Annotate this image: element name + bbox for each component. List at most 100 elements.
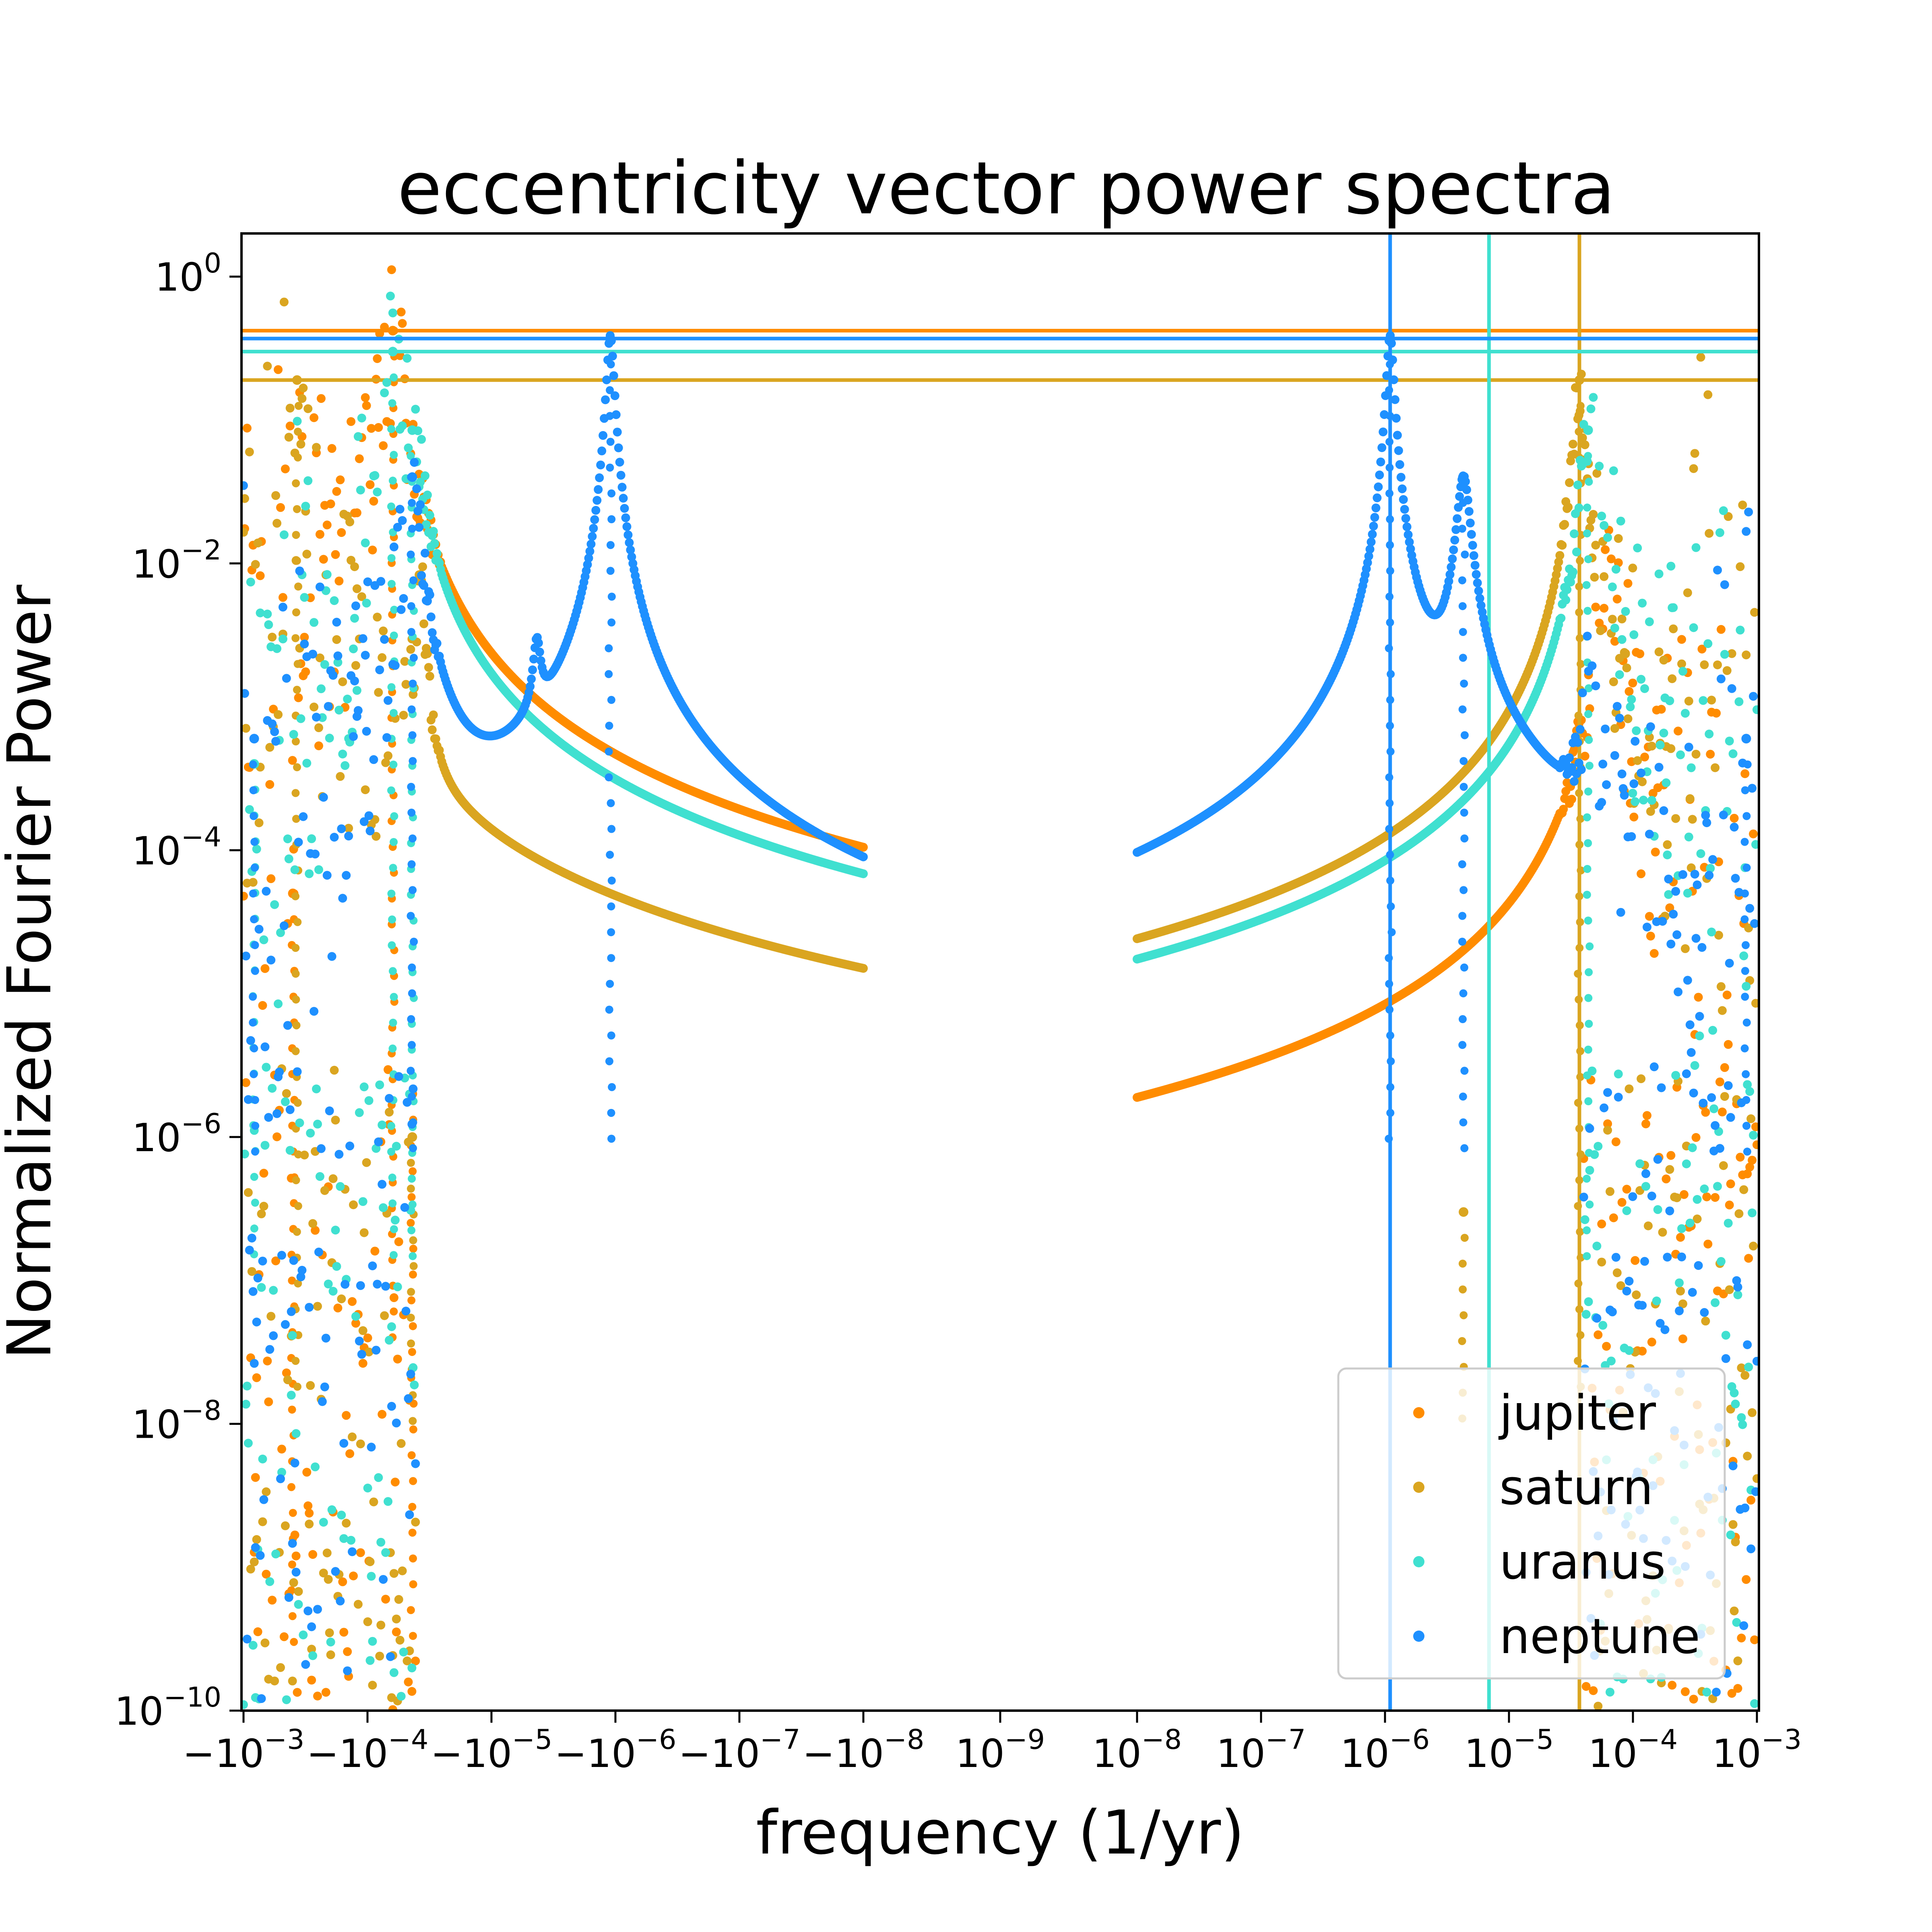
peak-point: [409, 1554, 417, 1563]
peak-point: [1460, 1067, 1469, 1075]
peak-point: [1585, 736, 1593, 744]
data-point: [1748, 1208, 1757, 1218]
data-point: [254, 925, 264, 934]
data-point: [1603, 1119, 1612, 1128]
data-point: [1715, 1077, 1725, 1086]
data-point: [1731, 1399, 1740, 1409]
data-point: [271, 737, 281, 746]
peak-point: [607, 592, 616, 601]
data-point: [1638, 1301, 1647, 1310]
data-point: [375, 1651, 384, 1661]
data-point: [257, 1283, 266, 1292]
data-point: [369, 497, 378, 506]
peak-point: [388, 399, 396, 407]
peak-point: [606, 463, 614, 472]
peak-point: [1458, 473, 1466, 481]
data-point: [432, 741, 442, 751]
data-point: [287, 1307, 296, 1316]
data-point: [1633, 756, 1642, 765]
peak-point: [388, 967, 397, 975]
data-point: [1699, 696, 1708, 705]
data-point: [339, 1628, 349, 1637]
data-point: [1705, 871, 1714, 880]
data-point: [357, 413, 366, 423]
data-point: [1701, 1317, 1710, 1326]
data-point: [1676, 1286, 1685, 1296]
y-tick-label: 10−2: [132, 535, 221, 587]
y-tick-label: 10−6: [132, 1108, 221, 1160]
data-point: [302, 549, 312, 559]
data-point: [359, 817, 369, 826]
data-point: [394, 1072, 403, 1081]
data-point: [314, 865, 323, 874]
peak-point: [407, 1313, 415, 1322]
data-point: [381, 1548, 390, 1557]
data-point: [343, 1666, 352, 1676]
data-point: [294, 838, 303, 847]
peak-point: [293, 453, 302, 462]
peak-point: [291, 1357, 300, 1365]
data-point: [1641, 1182, 1651, 1191]
data-point: [258, 1257, 267, 1266]
data-point: [358, 634, 367, 643]
data-point: [325, 1628, 334, 1637]
peak-point: [408, 1092, 416, 1101]
data-point: [270, 900, 279, 909]
data-point: [1706, 749, 1715, 759]
data-point: [384, 751, 393, 760]
data-point: [1574, 503, 1583, 512]
data-point: [289, 1256, 298, 1265]
data-point: [387, 1693, 396, 1702]
data-point: [252, 1317, 261, 1327]
data-point: [263, 361, 272, 371]
data-point: [295, 1118, 304, 1127]
peak-point: [293, 505, 301, 513]
data-point: [1737, 1633, 1746, 1643]
data-point: [1445, 570, 1455, 579]
data-point: [1595, 462, 1604, 471]
data-point: [385, 1094, 394, 1103]
data-point: [356, 1548, 365, 1557]
data-point: [365, 826, 375, 836]
data-point: [1647, 741, 1656, 751]
data-point: [401, 1307, 411, 1316]
peak-point: [1741, 889, 1749, 898]
data-point: [1597, 1219, 1606, 1228]
data-point: [1678, 870, 1688, 879]
y-tick-label: 10−10: [114, 1682, 221, 1734]
data-point: [1649, 949, 1659, 958]
data-point: [396, 1692, 406, 1701]
x-tick-label: 10−9: [956, 1724, 1045, 1776]
data-point: [1666, 1151, 1676, 1160]
data-point: [1639, 795, 1648, 805]
data-point: [381, 1282, 390, 1291]
peak-point: [249, 993, 257, 1001]
data-point: [1609, 677, 1618, 686]
data-point: [1726, 1113, 1735, 1122]
peak-point: [1583, 1071, 1591, 1080]
data-point: [386, 291, 395, 301]
data-point: [1738, 1420, 1747, 1429]
data-point: [1555, 551, 1565, 560]
data-point: [407, 1687, 417, 1696]
data-point: [303, 476, 313, 485]
data-point: [613, 427, 622, 437]
data-point: [1466, 518, 1475, 528]
data-point: [411, 1459, 420, 1468]
data-point: [1683, 976, 1692, 985]
data-point: [1615, 670, 1624, 679]
x-tick-label: −10−5: [431, 1724, 553, 1776]
data-point: [341, 1280, 350, 1289]
data-point: [297, 394, 307, 403]
data-point: [305, 869, 314, 878]
data-point: [426, 715, 436, 724]
data-point: [387, 265, 396, 275]
data-point: [345, 1449, 355, 1458]
data-point: [1638, 1346, 1647, 1356]
data-point: [1742, 650, 1751, 660]
peak-point: [1459, 1311, 1468, 1319]
data-point: [281, 464, 290, 474]
data-point: [390, 1216, 400, 1225]
data-point: [288, 756, 297, 765]
data-point: [1711, 763, 1720, 772]
